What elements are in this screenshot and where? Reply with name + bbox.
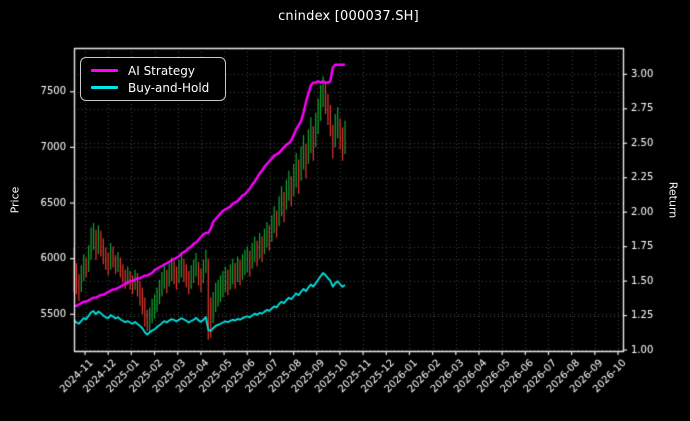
ai-strategy-line-swatch [91,69,118,72]
legend-label-ai-strategy: AI Strategy [128,63,195,78]
legend-item-buy-and-hold: Buy-and-Hold [91,82,215,94]
right-axis-label: Return [666,181,680,219]
legend-label-buy-and-hold: Buy-and-Hold [128,80,210,95]
chart-title: cnindex [000037.SH] [278,9,419,24]
left-axis-label: Price [8,186,22,214]
buy-and-hold-line-swatch [91,86,118,89]
legend-item-ai-strategy: AI Strategy [91,65,215,77]
legend: AI Strategy Buy-and-Hold [80,57,226,101]
